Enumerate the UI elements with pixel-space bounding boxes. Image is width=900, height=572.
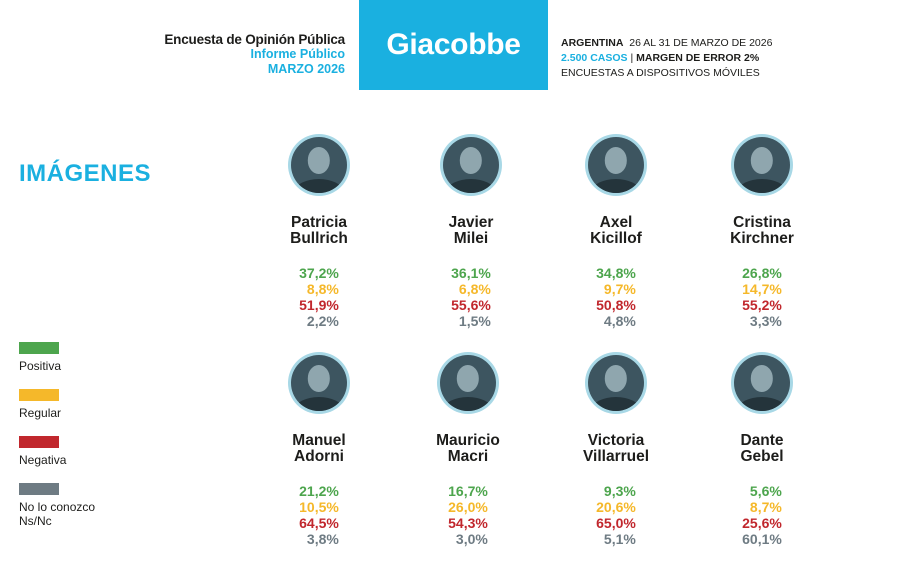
stat-nsnc: 5,1% — [603, 531, 636, 547]
report-title: Encuesta de Opinión Pública — [164, 32, 345, 47]
person-name: Axel Kicillof — [590, 214, 642, 247]
person-card-bullrich: Patricia Bullrich 37,2% 8,8% 51,9% 2,2% — [244, 134, 394, 331]
person-stats: 37,2% 8,8% 51,9% 2,2% — [299, 265, 339, 329]
avatar — [585, 352, 647, 414]
legend-label: Positiva — [19, 359, 62, 373]
legend-label: Regular — [19, 406, 62, 420]
person-name: Patricia Bullrich — [290, 214, 348, 247]
stat-negativa: 54,3% — [448, 515, 488, 531]
person-card-kicillof: Axel Kicillof 34,8% 9,7% 50,8% 4,8% — [541, 134, 691, 331]
avatar — [440, 134, 502, 196]
brand-logo: Giacobbe — [359, 0, 548, 90]
stat-negativa: 55,2% — [742, 297, 782, 313]
survey-method: ENCUESTAS A DISPOSITIVOS MÓVILES — [561, 67, 760, 79]
stat-nsnc: 2,2% — [306, 313, 339, 329]
person-name: Cristina Kirchner — [730, 214, 794, 247]
stat-positiva: 21,2% — [299, 483, 339, 499]
report-header-left: Encuesta de Opinión Pública Informe Públ… — [164, 32, 345, 77]
avatar — [288, 352, 350, 414]
legend-label: No lo conozco — [19, 500, 96, 514]
stat-positiva: 5,6% — [749, 483, 782, 499]
stat-nsnc: 1,5% — [458, 313, 491, 329]
person-stats: 36,1% 6,8% 55,6% 1,5% — [451, 265, 491, 329]
report-date: MARZO 2026 — [267, 62, 345, 76]
stat-nsnc: 4,8% — [603, 313, 636, 329]
person-card-macri: Mauricio Macri 16,7% 26,0% 54,3% 3,0% — [393, 352, 543, 549]
stat-negativa: 51,9% — [299, 297, 339, 313]
legend-item-nsnc: No lo conozco Ns/Nc — [19, 483, 95, 530]
stat-regular: 20,6% — [596, 499, 636, 515]
stat-negativa: 50,8% — [596, 297, 636, 313]
stat-negativa: 55,6% — [451, 297, 491, 313]
person-name: Javier Milei — [448, 214, 494, 247]
report-subtitle: Informe Público — [250, 47, 345, 61]
stat-regular: 6,8% — [458, 281, 491, 297]
person-name: Dante Gebel — [740, 432, 784, 465]
person-stats: 16,7% 26,0% 54,3% 3,0% — [448, 483, 488, 547]
person-stats: 34,8% 9,7% 50,8% 4,8% — [596, 265, 636, 329]
legend-swatch-regular — [19, 389, 59, 401]
person-card-gebel: Dante Gebel 5,6% 8,7% 25,6% 60,1% — [687, 352, 837, 549]
person-name: Victoria Villarruel — [582, 432, 650, 465]
avatar — [437, 352, 499, 414]
legend-item-negativa: Negativa — [19, 436, 95, 483]
person-name: Mauricio Macri — [436, 432, 500, 465]
person-stats: 9,3% 20,6% 65,0% 5,1% — [596, 483, 636, 547]
stat-negativa: 25,6% — [742, 515, 782, 531]
stat-regular: 10,5% — [299, 499, 339, 515]
stat-nsnc: 3,0% — [455, 531, 488, 547]
stat-positiva: 16,7% — [448, 483, 488, 499]
brand-name: Giacobbe — [386, 28, 521, 61]
avatar — [288, 134, 350, 196]
separator: | — [630, 52, 634, 64]
stat-negativa: 64,5% — [299, 515, 339, 531]
stat-regular: 8,7% — [749, 499, 782, 515]
person-card-kirchner: Cristina Kirchner 26,8% 14,7% 55,2% 3,3% — [687, 134, 837, 331]
legend-swatch-negativa — [19, 436, 59, 448]
person-card-villarruel: Victoria Villarruel 9,3% 20,6% 65,0% 5,1% — [541, 352, 691, 549]
person-stats: 21,2% 10,5% 64,5% 3,8% — [299, 483, 339, 547]
legend-swatch-nsnc — [19, 483, 59, 495]
survey-margin: MARGEN DE ERROR 2% — [636, 52, 760, 64]
survey-cases: 2.500 CASOS — [561, 52, 628, 64]
stat-positiva: 26,8% — [742, 265, 782, 281]
stat-regular: 9,7% — [603, 281, 636, 297]
person-stats: 26,8% 14,7% 55,2% 3,3% — [742, 265, 782, 329]
survey-details: ARGENTINA 26 AL 31 DE MARZO DE 2026 2.50… — [561, 36, 772, 81]
person-card-adorni: Manuel Adorni 21,2% 10,5% 64,5% 3,8% — [244, 352, 394, 549]
stat-positiva: 36,1% — [451, 265, 491, 281]
stat-regular: 8,8% — [306, 281, 339, 297]
stat-nsnc: 60,1% — [742, 531, 782, 547]
stat-negativa: 65,0% — [596, 515, 636, 531]
section-title: IMÁGENES — [19, 160, 152, 187]
survey-country: ARGENTINA — [561, 37, 624, 49]
stat-nsnc: 3,3% — [749, 313, 782, 329]
legend-swatch-positiva — [19, 342, 59, 354]
stat-nsnc: 3,8% — [306, 531, 339, 547]
stat-positiva: 9,3% — [603, 483, 636, 499]
stat-positiva: 34,8% — [596, 265, 636, 281]
stat-regular: 26,0% — [448, 499, 488, 515]
person-card-milei: Javier Milei 36,1% 6,8% 55,6% 1,5% — [396, 134, 546, 331]
legend-label: Negativa — [19, 453, 67, 467]
avatar — [731, 352, 793, 414]
person-name: Manuel Adorni — [292, 432, 346, 465]
avatar — [731, 134, 793, 196]
person-stats: 5,6% 8,7% 25,6% 60,1% — [742, 483, 782, 547]
legend: Positiva Regular Negativa No lo conozco … — [19, 342, 95, 530]
legend-item-regular: Regular — [19, 389, 95, 436]
legend-label-secondary: Ns/Nc — [19, 514, 52, 528]
stat-positiva: 37,2% — [299, 265, 339, 281]
avatar — [585, 134, 647, 196]
survey-period: 26 AL 31 DE MARZO DE 2026 — [629, 37, 773, 49]
legend-item-positiva: Positiva — [19, 342, 95, 389]
stat-regular: 14,7% — [742, 281, 782, 297]
